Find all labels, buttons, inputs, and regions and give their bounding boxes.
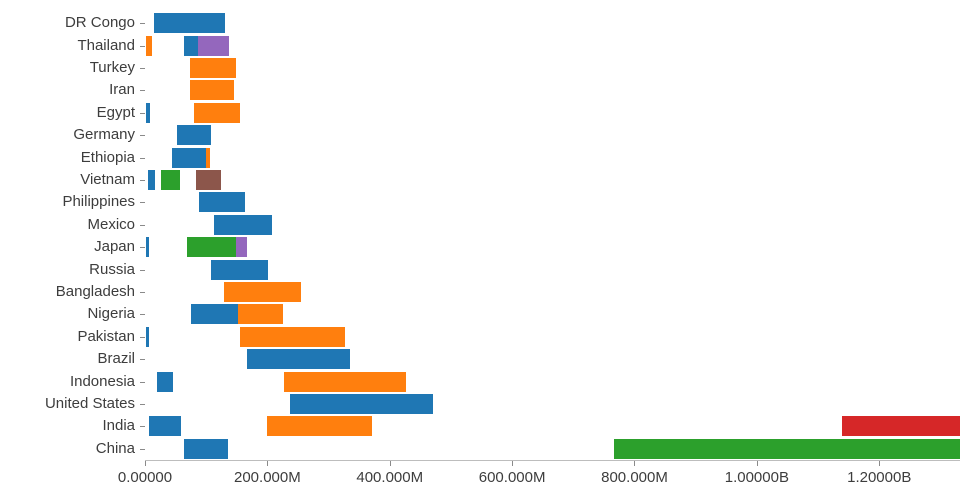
- bar-turkey-orange: [189, 58, 237, 78]
- y-tick-mark: [140, 247, 145, 249]
- y-tick-label-iran: Iran: [109, 81, 135, 99]
- bar-bangladesh-orange: [223, 282, 302, 302]
- y-tick-mark: [140, 426, 145, 428]
- plot-area: [145, 12, 960, 460]
- x-tick-mark: [267, 461, 269, 466]
- bar-egypt-orange: [193, 102, 240, 123]
- bar-indonesia-blue: [157, 371, 174, 392]
- bar-japan-blue: [146, 237, 149, 258]
- x-tick-label: 600.000M: [478, 469, 546, 486]
- y-tick-mark: [140, 269, 145, 271]
- y-tick-label-philippines: Philippines: [62, 193, 135, 211]
- y-axis-labels: DR Congo Thailand Turkey Iran Egypt Germany Et…: [0, 12, 145, 460]
- x-tick-mark: [756, 461, 758, 466]
- y-tick-label-egypt: Egypt: [96, 103, 135, 121]
- x-axis-line: [145, 460, 960, 461]
- y-tick-mark: [140, 359, 145, 361]
- y-tick-label-pakistan: Pakistan: [77, 327, 135, 345]
- x-tick-mark: [389, 461, 391, 466]
- bar-vietnam-brown: [195, 170, 221, 190]
- x-tick-mark: [879, 461, 881, 466]
- bar-pakistan-orange: [239, 326, 346, 347]
- x-tick-label: 0.00000: [117, 469, 173, 486]
- y-tick-label-ethiopia: Ethiopia: [80, 148, 135, 166]
- bar-germany-blue: [176, 125, 212, 146]
- y-tick-mark: [140, 404, 145, 405]
- bar-ethiopia-blue: [171, 147, 207, 168]
- bar-egypt-blue: [146, 102, 150, 123]
- bar-united-states-blue: [290, 394, 434, 414]
- bar-nigeria-blue: [190, 304, 238, 325]
- y-tick-label-india: India: [102, 417, 135, 435]
- bar-vietnam-blue: [148, 170, 155, 190]
- bar-nigeria-orange: [238, 304, 284, 325]
- y-tick-label-thailand: Thailand: [77, 36, 135, 54]
- bar-india-orange: [267, 416, 372, 437]
- y-tick-mark: [140, 135, 145, 137]
- bar-indonesia-orange: [283, 371, 407, 392]
- bar-pakistan-blue: [146, 326, 150, 347]
- y-tick-label-germany: Germany: [73, 126, 135, 144]
- bar-india-blue: [149, 416, 182, 437]
- y-tick-mark: [140, 336, 145, 338]
- x-tick-label: 800.000M: [601, 469, 668, 486]
- y-tick-mark: [140, 224, 145, 226]
- bar-india-red: [841, 416, 960, 437]
- bar-iran-orange: [189, 80, 235, 101]
- y-tick-mark: [140, 157, 145, 159]
- x-tick-mark: [634, 461, 636, 466]
- bar-china-green: [614, 438, 960, 459]
- bar-china-blue: [184, 438, 229, 459]
- y-tick-mark: [140, 292, 145, 293]
- y-tick-label-china: China: [95, 439, 135, 457]
- y-tick-mark: [140, 202, 145, 204]
- x-tick-mark: [145, 461, 146, 466]
- bar-japan-green: [187, 237, 237, 258]
- bar-russia-blue: [211, 259, 268, 280]
- bar-thailand-purple: [198, 35, 229, 56]
- y-tick-label-dr-congo: DR Congo: [64, 14, 135, 32]
- x-tick-label: 200.000M: [234, 469, 301, 486]
- y-tick-mark: [140, 90, 145, 92]
- y-tick-label-bangladesh: Bangladesh: [55, 283, 135, 300]
- x-tick-label: 1.20000B: [847, 469, 912, 486]
- y-tick-mark: [140, 68, 145, 69]
- y-tick-label-nigeria: Nigeria: [87, 305, 135, 323]
- y-tick-label-mexico: Mexico: [87, 215, 135, 233]
- y-tick-label-brazil: Brazil: [97, 350, 135, 368]
- y-tick-mark: [140, 180, 145, 181]
- bar-thailand-orange: [145, 35, 152, 56]
- bar-mexico-blue: [214, 214, 273, 235]
- bar-philippines-blue: [198, 192, 246, 213]
- y-tick-mark: [140, 45, 145, 47]
- x-tick-mark: [512, 461, 514, 466]
- y-tick-mark: [140, 448, 145, 450]
- bar-dr-congo-blue: [154, 13, 225, 34]
- y-tick-mark: [140, 112, 145, 114]
- bar-japan-purple: [236, 237, 248, 258]
- y-tick-mark: [140, 381, 145, 383]
- y-tick-label-indonesia: Indonesia: [69, 372, 135, 390]
- bar-brazil-blue: [247, 349, 350, 370]
- bar-vietnam-green: [160, 170, 180, 190]
- y-tick-label-vietnam: Vietnam: [80, 171, 135, 188]
- y-tick-mark: [140, 314, 145, 316]
- y-tick-label-united-states: United States: [44, 395, 135, 412]
- x-tick-label: 400.000M: [356, 469, 424, 486]
- y-tick-mark: [140, 23, 145, 25]
- y-tick-label-turkey: Turkey: [89, 59, 135, 76]
- bar-ethiopia-orange: [206, 147, 210, 168]
- x-tick-label: 1.00000B: [724, 469, 789, 486]
- y-tick-label-japan: Japan: [94, 238, 135, 256]
- y-tick-label-russia: Russia: [89, 260, 135, 278]
